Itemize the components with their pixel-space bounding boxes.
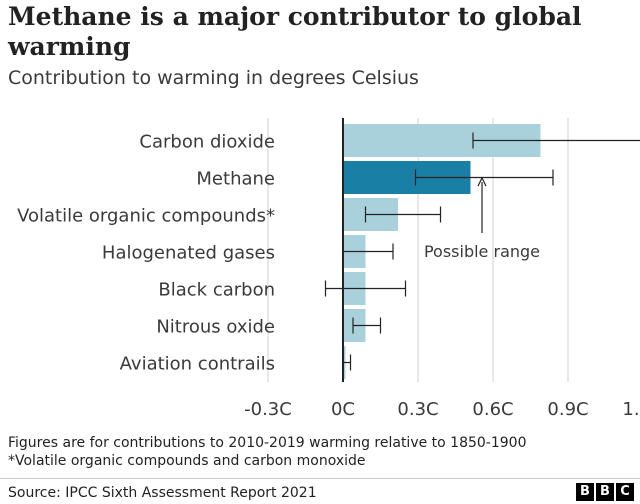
logo-letter-b1: B [576,483,594,501]
category-label: Volatile organic compounds* [17,206,275,227]
x-tick-label: 1.2C [622,399,640,420]
x-tick-label: 0.3C [397,399,438,420]
category-label: Halogenated gases [102,243,275,264]
x-tick-label: 0C [331,399,355,420]
source-note: Source: IPCC Sixth Assessment Report 202… [8,485,317,501]
bbc-logo: B B C [576,483,634,501]
x-tick-label: 0.9C [547,399,588,420]
category-label: Methane [196,169,275,190]
category-label: Aviation contrails [120,354,275,375]
footnotes: Figures are for contributions to 2010-20… [8,434,527,470]
category-label: Carbon dioxide [139,132,275,153]
category-label: Black carbon [158,280,275,301]
chart-subtitle: Contribution to warming in degrees Celsi… [8,67,419,89]
logo-letter-c: C [616,483,634,501]
logo-letter-b2: B [596,483,614,501]
chart-title: Methane is a major contributor to global… [8,2,582,61]
category-label: Nitrous oxide [156,317,275,338]
chart: Carbon dioxide Methane Volatile organic co… [17,118,640,420]
x-tick-label: 0.6C [472,399,513,420]
footnote-voc: *Volatile organic compounds and carbon m… [8,453,366,469]
annotation-arrow-head [477,176,487,187]
footnote-contributions: Figures are for contributions to 2010-20… [8,435,527,451]
x-tick-label: -0.3C [244,399,292,420]
annotation-label: Possible range [424,242,540,261]
divider [0,478,640,479]
